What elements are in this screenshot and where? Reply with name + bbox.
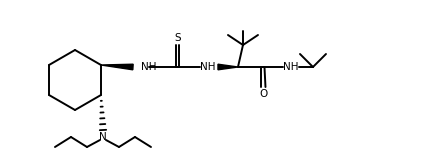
Polygon shape xyxy=(101,64,133,70)
Text: NH: NH xyxy=(200,62,216,72)
Text: N: N xyxy=(99,132,107,142)
Text: NH: NH xyxy=(141,62,156,72)
Polygon shape xyxy=(218,64,238,70)
Text: S: S xyxy=(175,33,181,43)
Text: NH: NH xyxy=(283,62,299,72)
Text: O: O xyxy=(260,89,268,99)
